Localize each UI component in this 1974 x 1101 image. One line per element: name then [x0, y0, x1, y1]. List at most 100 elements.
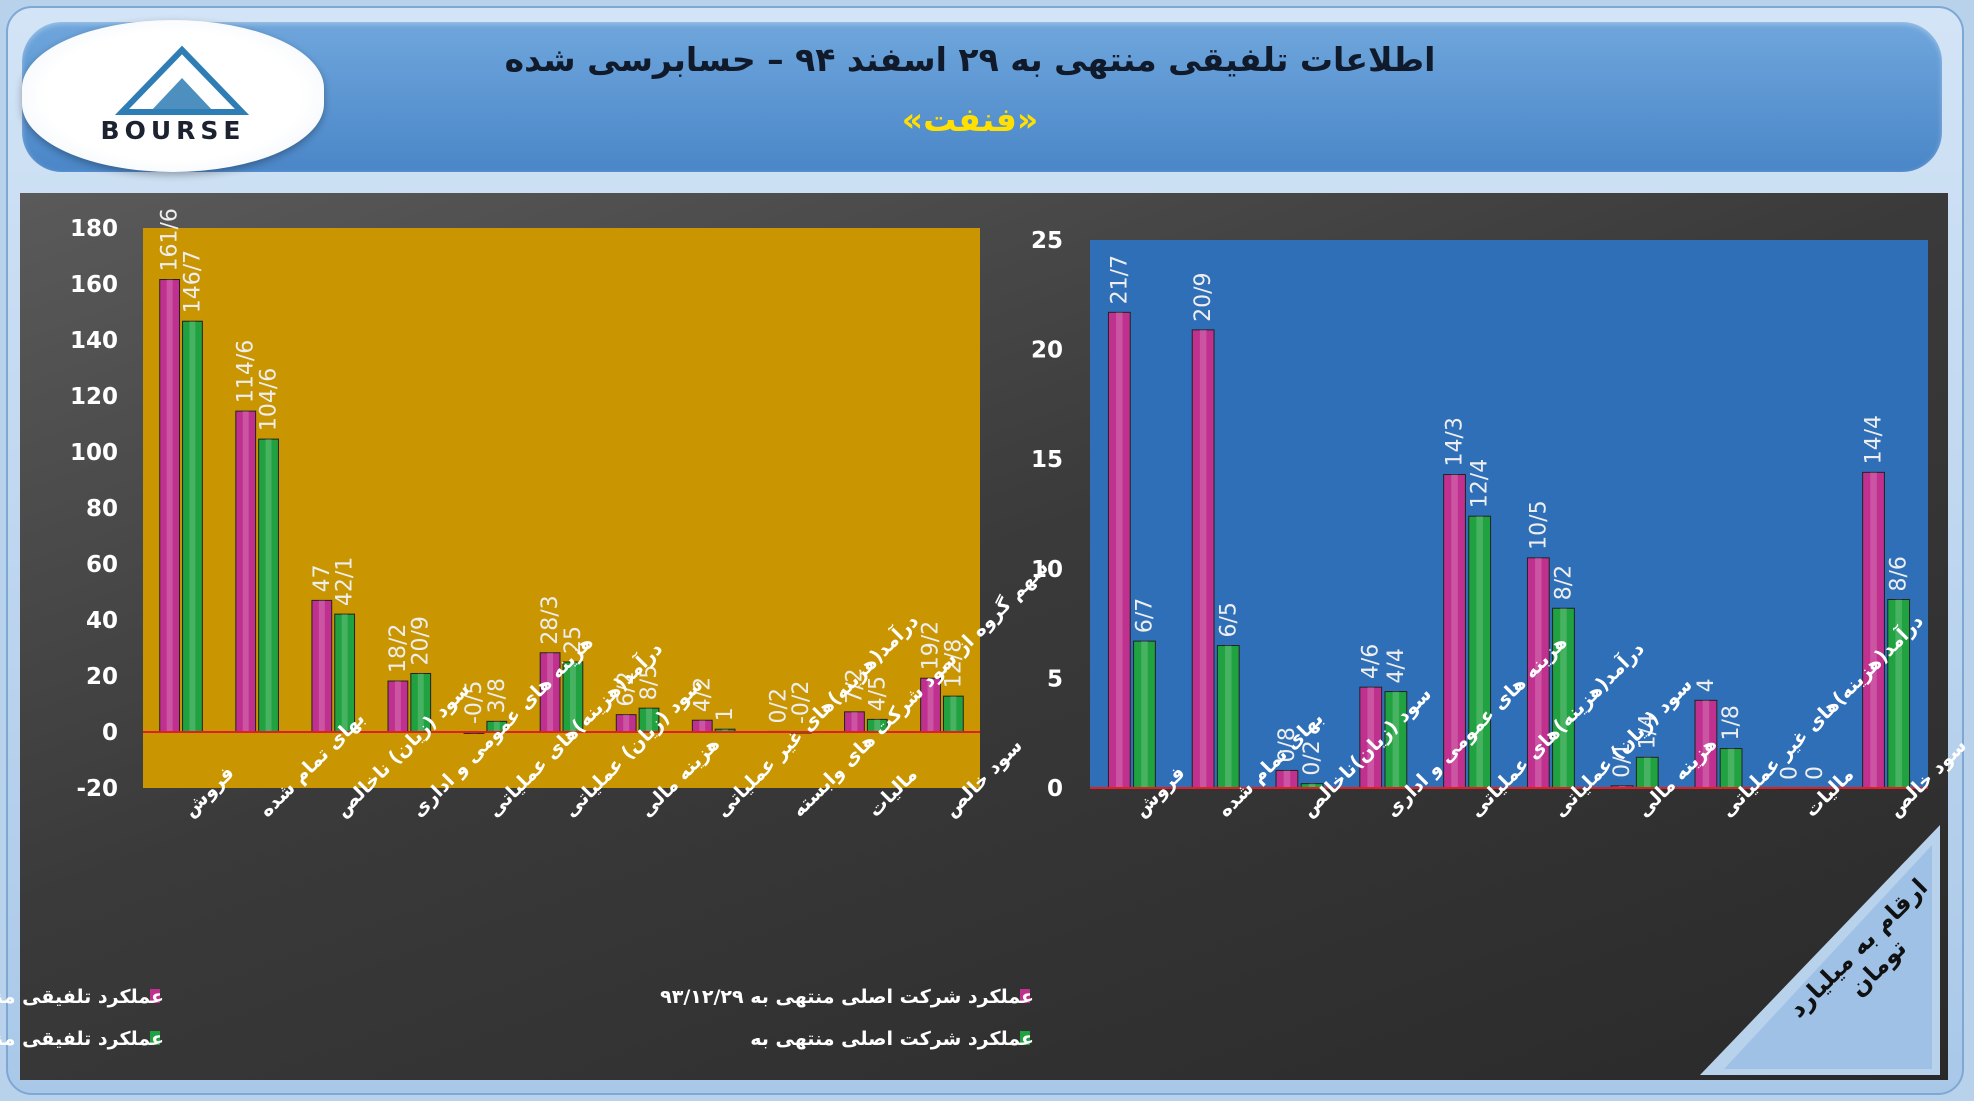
- bar-highlight: [569, 662, 576, 732]
- data-label: 14/3: [1443, 417, 1468, 466]
- bar-highlight: [1870, 472, 1877, 788]
- data-label: 8/2: [1551, 565, 1576, 600]
- data-label: 8/6: [1887, 556, 1912, 591]
- y-tick-label: 160: [70, 272, 118, 298]
- y-tick-label: 0: [102, 720, 118, 746]
- y-tick-label: 20: [86, 664, 118, 690]
- y-tick-label: 20: [1031, 338, 1063, 364]
- data-label: 0: [1803, 766, 1828, 780]
- bar-highlight: [1644, 757, 1651, 788]
- bar-highlight: [547, 652, 554, 732]
- y-tick-label: 40: [86, 608, 118, 634]
- bar-highlight: [318, 600, 325, 732]
- legend-swatch: [1020, 1031, 1030, 1045]
- bar-highlight: [1476, 516, 1483, 788]
- data-label: 1/8: [1719, 705, 1744, 740]
- y-tick-label: 100: [70, 440, 118, 466]
- data-label: 4: [1694, 678, 1719, 692]
- bar-highlight: [1225, 645, 1232, 788]
- data-label: 10/5: [1526, 500, 1551, 549]
- bar-highlight: [1141, 641, 1148, 788]
- bar-highlight: [166, 279, 173, 732]
- data-label: 1/4: [1635, 714, 1660, 749]
- data-label: 6/7: [1132, 598, 1157, 633]
- page-subtitle: «فنفت»: [901, 100, 1039, 139]
- data-label: 104/6: [257, 368, 282, 431]
- data-label: 6/5: [1216, 602, 1241, 637]
- data-label: 21/7: [1107, 255, 1132, 304]
- legend-swatch: [150, 989, 160, 1003]
- legend-label: عملکرد شرکت اصلی منتهی به: [750, 1028, 1034, 1050]
- data-label: 146/7: [180, 250, 205, 313]
- bar-highlight: [1535, 557, 1542, 788]
- data-label: -0/5: [462, 681, 487, 724]
- bar-highlight: [265, 439, 272, 732]
- bar-highlight: [874, 719, 881, 732]
- bar-highlight: [851, 711, 858, 732]
- data-label: 14/4: [1862, 415, 1887, 464]
- bar-highlight: [394, 681, 401, 732]
- y-tick-label: 0: [1047, 776, 1063, 802]
- data-label: 12/4: [1468, 459, 1493, 508]
- bar-highlight: [189, 321, 196, 732]
- data-label: 0/8: [1275, 727, 1300, 762]
- bar-highlight: [341, 614, 348, 732]
- legend-label: عملکرد تلفیقی منتهی به اسفند۹۳: [0, 986, 164, 1008]
- bar-highlight: [1560, 608, 1567, 788]
- y-tick-label: 80: [86, 496, 118, 522]
- header-bar: [22, 22, 1942, 172]
- bar-highlight: [927, 678, 934, 732]
- bar-highlight: [646, 708, 652, 732]
- data-label: 0: [1778, 766, 1803, 780]
- data-label: 12/8: [941, 639, 966, 688]
- y-tick-label: 120: [70, 384, 118, 410]
- data-label: 28/3: [538, 595, 563, 644]
- data-label: 8/5: [637, 665, 662, 700]
- data-label: 7/2: [842, 668, 867, 703]
- logo-mark-icon: [114, 45, 250, 115]
- y-tick-label: 10: [1031, 557, 1063, 583]
- data-label: 47: [310, 564, 335, 592]
- y-tick-label: 15: [1031, 447, 1063, 473]
- bar-highlight: [1116, 312, 1123, 788]
- unit-ribbon: [1700, 825, 1940, 1075]
- data-label: -0/2: [789, 681, 814, 724]
- data-label: 114/6: [234, 340, 259, 403]
- bar-highlight: [1283, 770, 1291, 788]
- bar-highlight: [493, 721, 500, 732]
- page-title: اطلاعات تلفیقی منتهی به ۲۹ اسفند ۹۴ – حس…: [504, 40, 1436, 79]
- logo-text: BOURSE: [100, 116, 246, 145]
- data-label: 4/6: [1359, 644, 1384, 679]
- y-tick-label: -20: [76, 776, 118, 802]
- y-tick-label: 60: [86, 552, 118, 578]
- data-label: 0/2: [766, 688, 791, 723]
- bar-highlight: [242, 411, 249, 732]
- data-label: 18/2: [386, 624, 411, 673]
- legend-swatch: [1020, 989, 1030, 1003]
- bar-highlight: [623, 714, 630, 732]
- bar-highlight: [1392, 691, 1400, 788]
- y-tick-label: 140: [70, 328, 118, 354]
- bar-highlight: [1618, 785, 1626, 788]
- data-label: 0/1: [1610, 742, 1635, 777]
- data-label: 42/1: [333, 557, 358, 606]
- data-label: 3/8: [485, 678, 510, 713]
- bar-highlight: [1895, 599, 1902, 788]
- bar-highlight: [417, 673, 424, 732]
- data-label: 6/2: [614, 671, 639, 706]
- data-label: 4/2: [690, 677, 715, 712]
- legend-label: عملکرد شرکت اصلی منتهی به ۹۳/۱۲/۲۹: [660, 986, 1034, 1008]
- data-label: 4/4: [1384, 648, 1409, 683]
- y-tick-label: 180: [70, 216, 118, 242]
- data-label: 25: [561, 626, 586, 654]
- y-tick-label: 25: [1031, 228, 1063, 254]
- data-label: 4/5: [865, 676, 890, 711]
- bar-highlight: [1702, 700, 1710, 788]
- bar-highlight: [1451, 474, 1458, 788]
- bar-highlight: [950, 696, 957, 732]
- bar-highlight: [722, 729, 729, 732]
- data-label: 1: [713, 707, 738, 721]
- bar-highlight: [1367, 687, 1374, 788]
- plot-area: [143, 228, 980, 788]
